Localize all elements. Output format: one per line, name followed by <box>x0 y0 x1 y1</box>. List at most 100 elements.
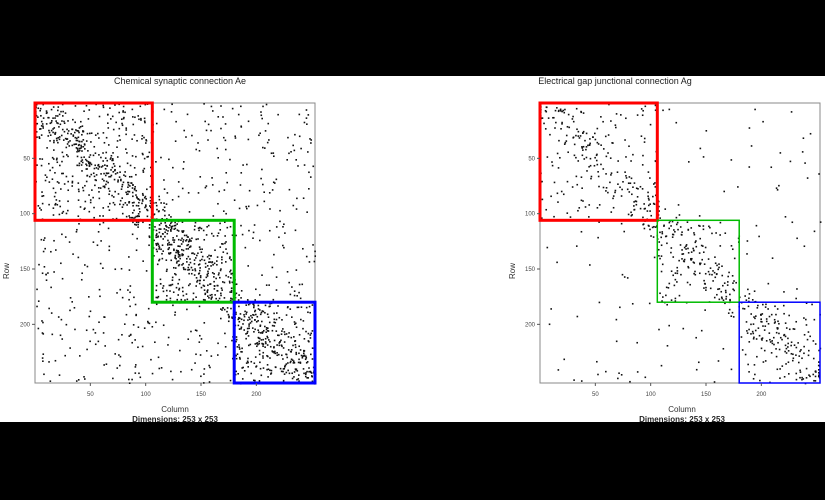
matrix-entry <box>52 128 54 130</box>
matrix-entry <box>805 318 807 321</box>
matrix-entry <box>244 310 246 313</box>
matrix-entry <box>653 225 655 228</box>
matrix-entry <box>294 229 297 232</box>
matrix-entry <box>812 373 815 376</box>
matrix-entry <box>746 240 749 242</box>
matrix-entry <box>107 187 110 190</box>
matrix-entry <box>132 195 134 198</box>
matrix-entry <box>45 279 48 282</box>
matrix-entry <box>119 165 121 168</box>
matrix-entry <box>610 172 613 174</box>
matrix-entry <box>779 377 781 379</box>
matrix-entry <box>624 139 626 141</box>
matrix-entry <box>135 221 138 224</box>
matrix-entry <box>217 273 220 276</box>
block-green <box>656 219 740 303</box>
matrix-entry <box>182 231 184 233</box>
matrix-entry <box>681 258 683 260</box>
matrix-entry <box>80 278 83 281</box>
matrix-entry <box>158 198 161 201</box>
matrix-entry <box>237 372 239 375</box>
matrix-entry <box>306 361 309 363</box>
matrix-entry <box>123 174 125 176</box>
matrix-entry <box>40 209 43 211</box>
matrix-entry <box>695 336 697 339</box>
matrix-entry <box>785 352 788 354</box>
matrix-entry <box>40 164 43 167</box>
matrix-entry <box>564 108 566 111</box>
matrix-entry <box>212 263 214 266</box>
matrix-entry <box>102 104 105 107</box>
matrix-entry <box>172 166 174 169</box>
matrix-entry <box>298 135 301 138</box>
matrix-entry <box>665 294 667 297</box>
matrix-entry <box>175 273 177 276</box>
x-tick-label: 100 <box>141 392 152 398</box>
matrix-entry <box>191 252 193 255</box>
matrix-entry <box>54 172 56 174</box>
matrix-entry <box>129 291 131 294</box>
matrix-entry <box>224 332 226 335</box>
matrix-entry <box>155 244 158 247</box>
matrix-entry <box>217 116 220 118</box>
matrix-entry <box>238 346 241 349</box>
matrix-entry <box>99 187 102 189</box>
matrix-entry <box>231 339 233 342</box>
matrix-entry <box>267 376 269 378</box>
matrix-entry <box>302 197 305 200</box>
matrix-entry <box>752 332 755 335</box>
matrix-entry <box>225 212 227 215</box>
matrix-entry <box>261 342 263 345</box>
matrix-entry <box>60 110 62 113</box>
matrix-entry <box>138 372 140 375</box>
matrix-entry <box>98 288 101 291</box>
matrix-entry <box>197 264 200 266</box>
matrix-entry <box>646 210 649 212</box>
matrix-entry <box>279 220 281 223</box>
matrix-entry <box>65 146 68 149</box>
matrix-entry <box>162 208 164 211</box>
matrix-entry <box>105 363 108 365</box>
matrix-entry <box>759 379 761 382</box>
matrix-entry <box>165 259 168 261</box>
matrix-entry <box>184 268 187 271</box>
matrix-entry <box>661 232 664 235</box>
matrix-entry <box>805 302 808 305</box>
matrix-entry <box>134 364 137 366</box>
matrix-entry <box>181 187 184 190</box>
matrix-entry <box>135 313 138 316</box>
matrix-entry <box>683 258 686 261</box>
matrix-entry <box>93 167 96 170</box>
matrix-entry <box>680 273 682 276</box>
matrix-entry <box>191 237 193 240</box>
matrix-entry <box>165 298 168 301</box>
matrix-entry <box>556 261 558 264</box>
matrix-entry <box>273 325 276 327</box>
matrix-entry <box>48 129 50 132</box>
matrix-entry <box>179 257 181 260</box>
matrix-entry <box>117 179 119 181</box>
matrix-entry <box>187 284 190 287</box>
matrix-entry <box>735 281 737 284</box>
matrix-entry <box>165 229 168 231</box>
matrix-entry <box>287 336 290 338</box>
matrix-entry <box>222 136 225 139</box>
matrix-entry <box>596 163 599 166</box>
matrix-entry <box>690 251 693 253</box>
matrix-entry <box>125 148 127 150</box>
matrix-entry <box>171 276 174 279</box>
matrix-entry <box>81 140 83 143</box>
matrix-entry <box>702 156 705 158</box>
matrix-entry <box>737 186 739 188</box>
matrix-entry <box>223 189 226 191</box>
matrix-entry <box>625 117 627 120</box>
matrix-entry <box>46 176 48 179</box>
matrix-entry <box>128 382 131 385</box>
matrix-entry <box>660 255 663 257</box>
matrix-entry <box>163 206 166 209</box>
matrix-entry <box>605 173 607 175</box>
matrix-entry <box>253 331 255 333</box>
matrix-entry <box>690 227 693 229</box>
matrix-entry <box>173 248 175 251</box>
matrix-entry <box>778 348 781 351</box>
